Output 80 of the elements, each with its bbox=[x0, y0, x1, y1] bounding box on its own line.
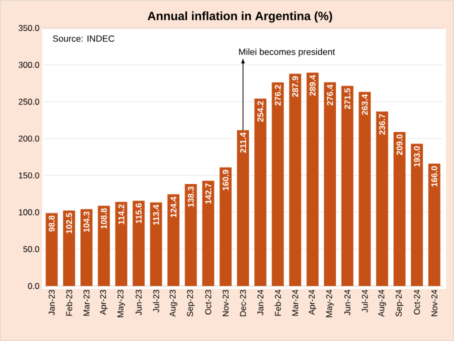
bar bbox=[306, 72, 319, 286]
data-label: 166.0 bbox=[431, 166, 438, 186]
y-tick-label: 50.0 bbox=[23, 246, 40, 252]
data-label: 211.4 bbox=[240, 132, 246, 153]
x-tick-label: Jun-24 bbox=[344, 290, 350, 316]
bar bbox=[220, 167, 232, 286]
bar bbox=[410, 144, 423, 286]
bar bbox=[341, 86, 354, 286]
data-label: 289.4 bbox=[310, 74, 316, 96]
data-label: 263.4 bbox=[362, 94, 368, 115]
bar bbox=[254, 98, 266, 286]
data-label: 276.2 bbox=[274, 84, 281, 106]
data-label: 209.0 bbox=[396, 134, 403, 156]
data-label: 124.4 bbox=[170, 196, 176, 218]
y-tick-label: 350.0 bbox=[18, 25, 40, 31]
bar bbox=[376, 112, 388, 286]
x-tick-label: Oct-24 bbox=[414, 290, 420, 315]
x-tick-label: Apr-23 bbox=[100, 290, 108, 315]
data-label: 276.4 bbox=[326, 84, 333, 106]
y-tick-label: 200.0 bbox=[18, 136, 40, 142]
data-label: 102.5 bbox=[66, 212, 72, 234]
data-label: 142.7 bbox=[205, 183, 212, 204]
y-tick-label: 300.0 bbox=[18, 62, 40, 68]
bar bbox=[289, 74, 302, 286]
bar bbox=[272, 82, 284, 286]
x-tick-label: Jun-23 bbox=[136, 290, 142, 316]
x-tick-label: Apr-24 bbox=[308, 290, 316, 315]
data-label: 160.9 bbox=[222, 170, 229, 190]
bar bbox=[394, 132, 406, 286]
x-tick-label: Nov-23 bbox=[222, 290, 229, 316]
annotation: Source: INDEC bbox=[52, 35, 114, 42]
bar bbox=[358, 92, 371, 286]
y-tick-label: 150.0 bbox=[18, 172, 40, 178]
bar bbox=[237, 130, 250, 286]
x-tick-label: Feb-23 bbox=[66, 290, 72, 316]
x-tick-label: Jan-23 bbox=[48, 290, 55, 316]
bar bbox=[167, 194, 180, 286]
x-tick-label: Dec-23 bbox=[240, 290, 246, 316]
bar bbox=[184, 184, 197, 286]
bar bbox=[428, 164, 440, 286]
x-tick-label: Jul-23 bbox=[152, 290, 160, 312]
bar bbox=[80, 209, 92, 286]
data-label: 108.8 bbox=[100, 208, 107, 229]
bar bbox=[46, 213, 58, 286]
x-tick-label: May-24 bbox=[326, 290, 334, 318]
x-tick-label: Mar-24 bbox=[292, 290, 298, 316]
data-label: 104.3 bbox=[83, 212, 90, 232]
data-label: 254.2 bbox=[257, 101, 264, 122]
bar bbox=[98, 206, 110, 286]
x-tick-label: Oct-23 bbox=[205, 290, 212, 315]
x-tick-label: Jan-24 bbox=[257, 290, 264, 316]
chart-title: Annual inflation in Argentina (%) bbox=[148, 11, 332, 23]
data-label: 193.0 bbox=[414, 146, 420, 167]
x-tick-label: Aug-23 bbox=[170, 290, 178, 317]
annotation: Milei becomes president bbox=[239, 48, 335, 57]
x-tick-label: Jul-24 bbox=[362, 290, 368, 312]
data-label: 113.4 bbox=[153, 204, 160, 225]
bar bbox=[132, 200, 145, 286]
data-label: 271.5 bbox=[344, 88, 350, 109]
data-label: 236.7 bbox=[379, 114, 386, 135]
data-label: 115.6 bbox=[136, 203, 142, 224]
y-tick-label: 250.0 bbox=[18, 98, 40, 105]
x-tick-label: May-23 bbox=[117, 290, 126, 318]
data-label: 287.9 bbox=[292, 76, 298, 97]
x-tick-label: Aug-24 bbox=[378, 290, 386, 317]
x-tick-label: Feb-24 bbox=[274, 290, 281, 316]
y-tick-label: 0.0 bbox=[28, 283, 40, 289]
bar bbox=[115, 202, 128, 286]
x-tick-label: Sep-23 bbox=[187, 290, 195, 316]
bar bbox=[324, 82, 336, 286]
data-label: 114.2 bbox=[118, 204, 124, 224]
x-tick-label: Nov-24 bbox=[431, 290, 438, 316]
x-tick-label: Mar-23 bbox=[83, 290, 90, 316]
data-label: 138.3 bbox=[188, 186, 194, 207]
data-label: 98.8 bbox=[48, 216, 55, 232]
bar bbox=[63, 210, 76, 286]
bar bbox=[150, 202, 162, 286]
x-tick-label: Sep-24 bbox=[396, 290, 404, 316]
y-tick-label: 100.0 bbox=[18, 209, 40, 216]
bar bbox=[202, 180, 214, 286]
